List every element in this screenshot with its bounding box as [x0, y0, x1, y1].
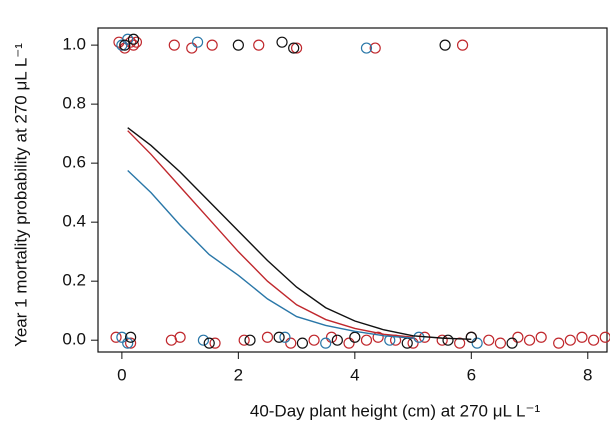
point	[506, 337, 518, 349]
point	[191, 36, 204, 48]
y-tick-label: 0.0	[62, 330, 86, 349]
point	[276, 36, 288, 48]
point	[125, 337, 137, 349]
point	[168, 39, 180, 51]
point	[174, 331, 186, 343]
point	[279, 331, 291, 343]
point	[290, 42, 303, 54]
point	[343, 337, 355, 349]
point	[372, 331, 384, 343]
curve	[127, 130, 414, 338]
x-tick-label: 6	[467, 365, 476, 384]
y-tick-label: 0.4	[62, 212, 86, 231]
point	[261, 331, 274, 343]
point	[253, 39, 265, 51]
point	[407, 337, 419, 349]
point	[308, 334, 320, 346]
point	[296, 337, 309, 349]
point	[471, 337, 483, 349]
point	[119, 39, 131, 51]
point	[553, 337, 565, 349]
point	[436, 334, 448, 346]
point	[456, 39, 469, 51]
point	[331, 334, 343, 346]
curve	[127, 170, 414, 339]
point	[535, 331, 547, 343]
y-axis-label: Year 1 mortality probability at 270 μL L…	[11, 43, 30, 347]
point	[110, 331, 122, 343]
x-axis-label: 40-Day plant height (cm) at 270 μL L⁻¹	[250, 401, 541, 420]
point	[325, 331, 338, 343]
point	[127, 39, 140, 51]
point	[320, 337, 332, 349]
point	[442, 334, 454, 346]
point	[369, 42, 381, 54]
point	[122, 33, 134, 45]
point	[483, 334, 495, 346]
point	[125, 331, 137, 343]
point	[209, 337, 221, 349]
point	[576, 331, 588, 343]
point	[439, 39, 451, 51]
point	[564, 334, 576, 346]
point	[360, 334, 373, 346]
point	[413, 331, 425, 343]
y-tick-label: 0.6	[62, 153, 86, 172]
point	[232, 39, 244, 51]
point	[288, 42, 300, 54]
point	[465, 331, 477, 343]
point	[206, 39, 218, 51]
point	[197, 334, 210, 346]
x-tick-label: 0	[117, 365, 126, 384]
x-tick-label: 8	[583, 365, 592, 384]
y-tick-label: 0.2	[62, 271, 86, 290]
point	[401, 337, 413, 349]
plot-frame	[97, 27, 608, 353]
point	[186, 42, 198, 54]
point	[238, 334, 250, 346]
point	[349, 331, 361, 343]
point	[599, 331, 610, 343]
point	[512, 331, 524, 343]
point	[116, 39, 128, 51]
point	[127, 33, 140, 45]
point	[244, 334, 256, 346]
y-tick-label: 1.0	[62, 35, 86, 54]
point	[273, 331, 285, 343]
x-tick-label: 2	[234, 365, 243, 384]
point	[588, 334, 600, 346]
point	[360, 42, 373, 54]
curve	[127, 127, 472, 341]
point	[285, 337, 297, 349]
point	[494, 337, 507, 349]
x-tick-label: 4	[350, 365, 359, 384]
point	[203, 337, 215, 349]
y-tick-label: 0.8	[62, 94, 86, 113]
point	[523, 334, 536, 346]
point	[116, 331, 128, 343]
point	[122, 337, 134, 349]
